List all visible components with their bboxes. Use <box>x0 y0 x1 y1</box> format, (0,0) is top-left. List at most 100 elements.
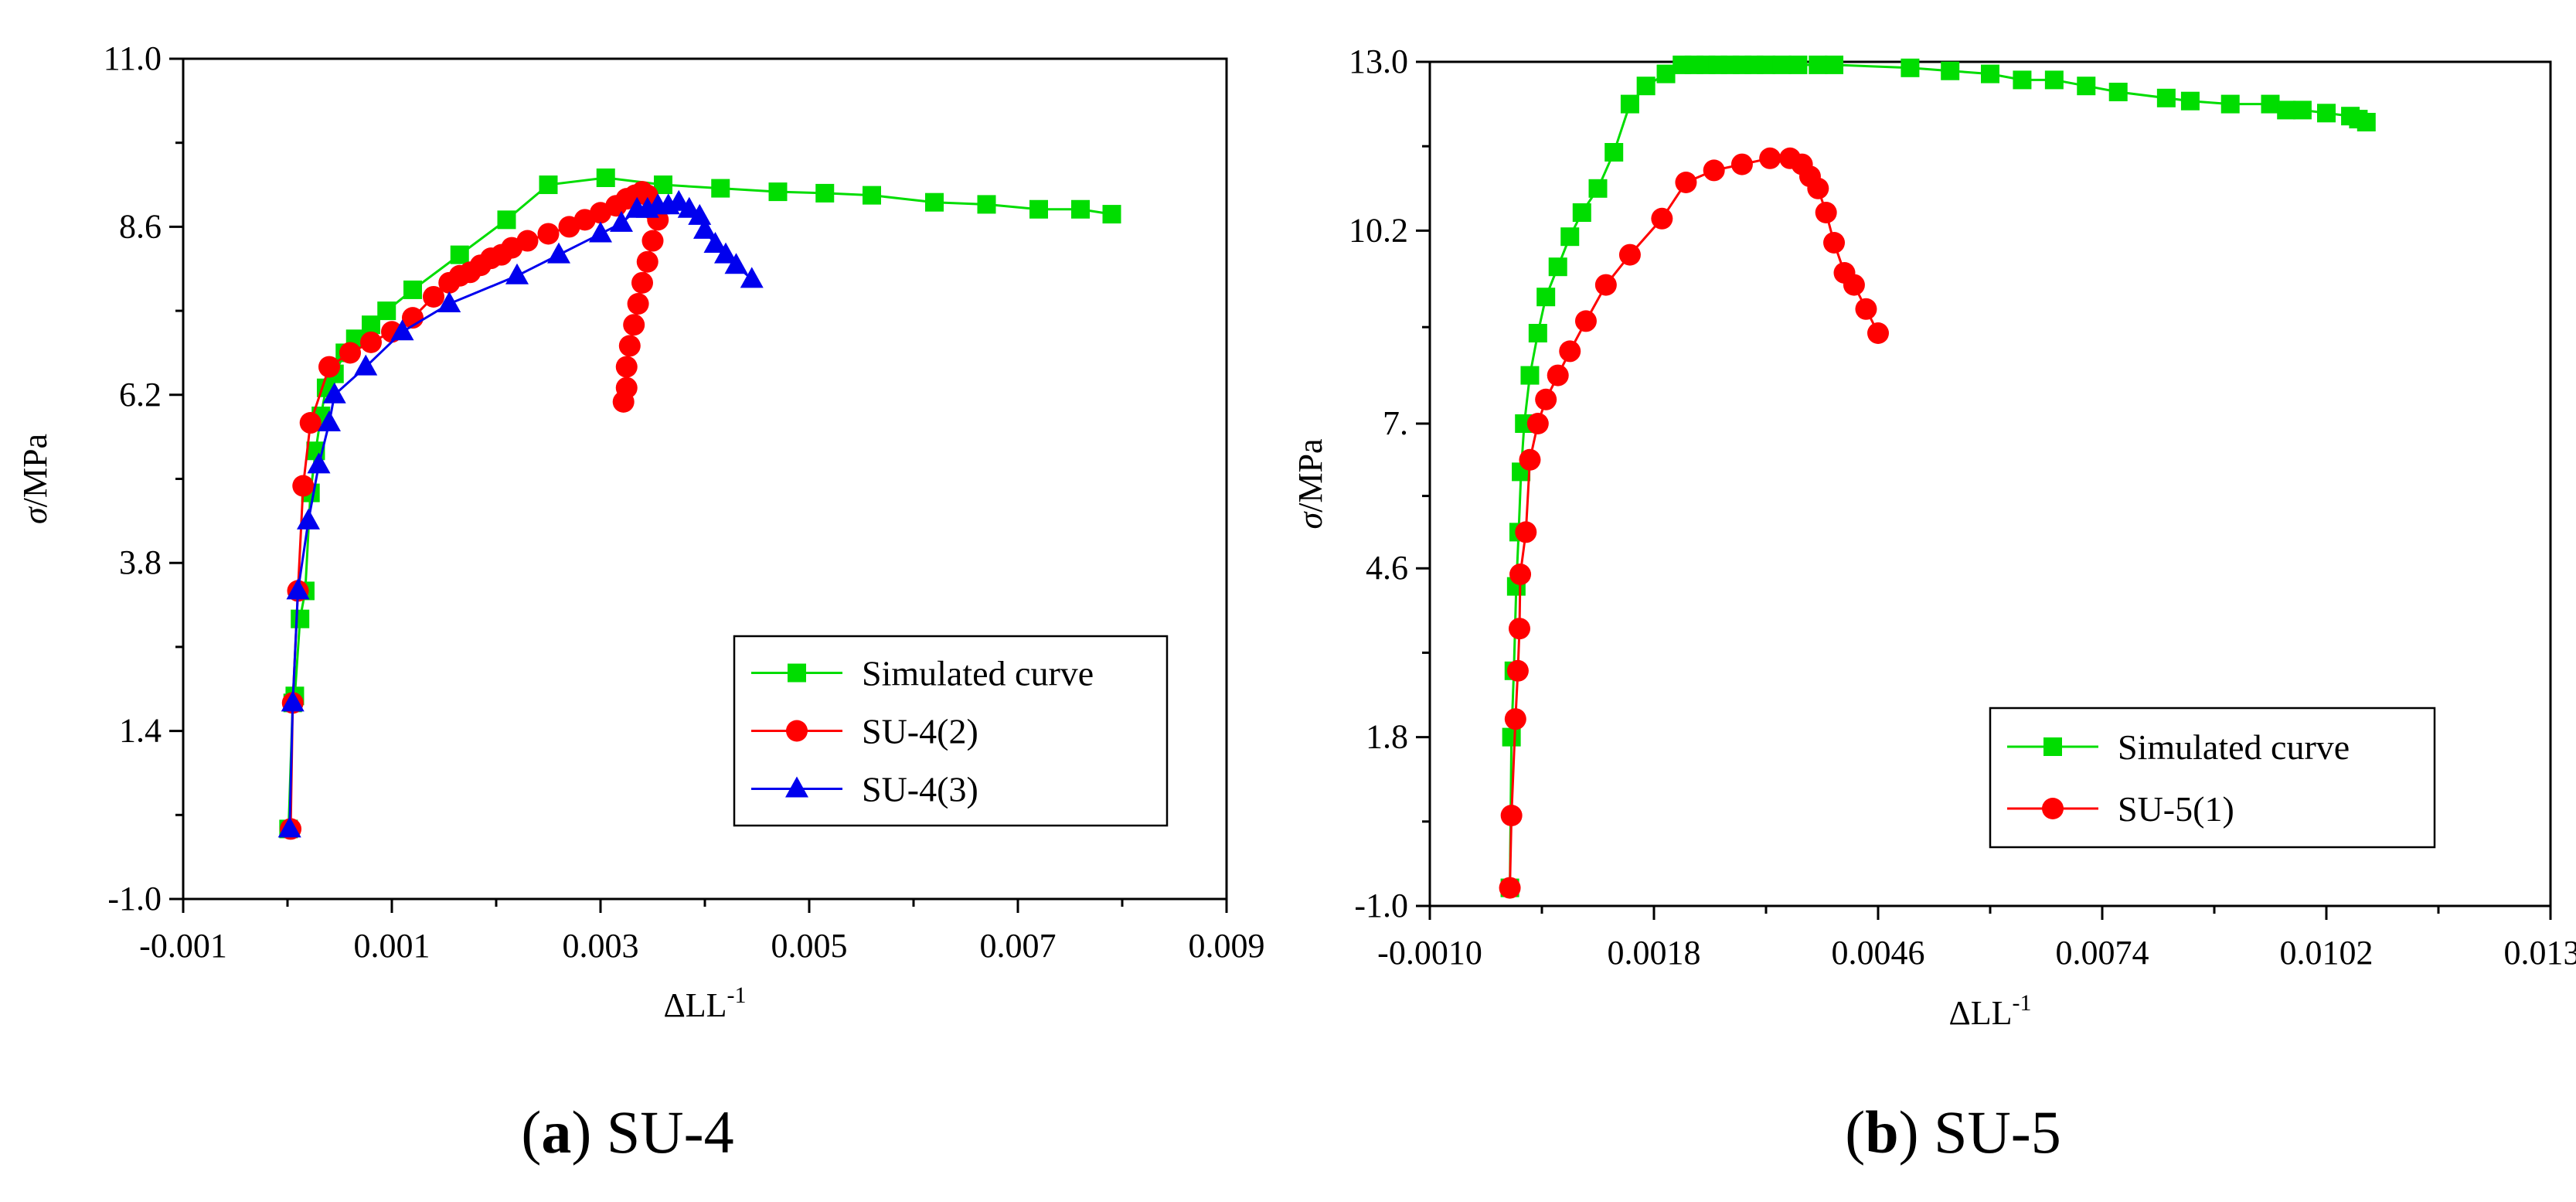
data-point <box>1621 95 1639 114</box>
data-point <box>538 223 560 244</box>
y-tick-label: 1.8 <box>1366 718 1408 756</box>
data-point <box>1843 274 1865 296</box>
x-tick-label: 0.0074 <box>2056 934 2149 972</box>
data-point <box>1619 244 1641 266</box>
data-point <box>1788 56 1807 74</box>
y-tick-label: -1.0 <box>107 880 162 918</box>
data-point <box>1589 179 1608 198</box>
data-point <box>2045 70 2064 89</box>
data-point <box>1823 232 1845 254</box>
data-point <box>300 412 322 434</box>
data-point <box>2317 104 2336 122</box>
series-su-4-3- <box>278 190 764 838</box>
data-point <box>1560 227 1579 246</box>
data-point <box>360 332 382 353</box>
x-axis-label-main: ΔLL <box>1948 994 2012 1032</box>
x-tick-label: 0.005 <box>771 927 848 965</box>
data-point <box>1502 728 1521 747</box>
data-point <box>1527 413 1549 434</box>
data-point <box>1604 143 1623 162</box>
data-point <box>1757 56 1775 74</box>
caption-letter: a <box>541 1098 571 1166</box>
data-point <box>2261 95 2280 114</box>
data-point <box>547 243 570 264</box>
data-point <box>1807 178 1829 199</box>
series-line <box>291 192 658 829</box>
legend-label: Simulated curve <box>862 654 1094 693</box>
data-point <box>2013 70 2031 89</box>
data-point <box>1657 65 1676 83</box>
data-point <box>1773 56 1792 74</box>
data-point <box>297 509 320 529</box>
data-point <box>628 293 649 315</box>
data-point <box>292 475 314 497</box>
caption-letter: b <box>1865 1098 1898 1166</box>
x-tick-label: 0.001 <box>354 927 430 965</box>
caption-paren-open: ( <box>1845 1098 1865 1166</box>
data-point <box>291 610 309 628</box>
data-point <box>2221 95 2240 114</box>
data-point <box>1505 708 1526 730</box>
data-point <box>1501 805 1523 826</box>
legend-label: SU-5(1) <box>2118 789 2234 829</box>
panel-caption: (b) SU-5 <box>1845 1098 2061 1166</box>
data-point <box>1675 172 1696 193</box>
y-tick-label: 13.0 <box>1349 43 1408 80</box>
x-tick-label: 0.0018 <box>1608 934 1701 972</box>
data-point <box>925 193 944 212</box>
data-point <box>1901 59 1919 77</box>
x-tick-label: 0.003 <box>563 927 639 965</box>
data-point <box>619 335 641 356</box>
y-axis-label-symbol: σ <box>1291 511 1329 529</box>
caption-paren-close: ) <box>571 1098 606 1166</box>
caption-name: SU-5 <box>1934 1098 2061 1166</box>
legend-marker <box>2043 737 2062 756</box>
data-point <box>2357 113 2376 131</box>
data-point <box>1809 56 1827 74</box>
data-point <box>815 184 834 203</box>
data-point <box>1595 274 1617 296</box>
data-point <box>403 281 422 299</box>
legend-label: SU-4(2) <box>862 712 978 751</box>
data-point <box>597 169 615 187</box>
legend-marker <box>2042 798 2064 819</box>
data-point <box>1071 200 1090 219</box>
data-point <box>623 314 645 335</box>
data-point <box>1509 564 1531 585</box>
data-point <box>377 301 396 320</box>
data-point <box>1515 521 1536 543</box>
series-su-4-2- <box>280 181 669 839</box>
y-tick-label: 6.2 <box>119 376 162 414</box>
caption-paren-close: ) <box>1899 1098 1934 1166</box>
y-axis-label-symbol: σ <box>16 506 54 524</box>
y-tick-label: 3.8 <box>119 543 162 581</box>
data-point <box>637 251 658 273</box>
x-tick-label: 0.007 <box>980 927 1057 965</box>
data-point <box>1941 62 1959 80</box>
data-point <box>1529 324 1547 342</box>
data-point <box>498 210 516 229</box>
y-tick-label: 1.4 <box>119 712 162 750</box>
y-tick-label: -1.0 <box>1354 887 1408 924</box>
data-point <box>517 230 539 252</box>
data-point <box>1703 159 1725 181</box>
x-tick-label: 0.0102 <box>2280 934 2374 972</box>
data-point <box>1815 202 1837 223</box>
x-tick-label: 0.0130 <box>2504 934 2576 972</box>
data-point <box>863 186 881 205</box>
data-point <box>1981 65 1999 83</box>
y-tick-label: 4.6 <box>1366 549 1408 587</box>
y-axis-label: σ/MPa <box>1291 438 1329 529</box>
data-point <box>1637 77 1656 95</box>
data-point <box>711 179 730 198</box>
data-point <box>978 195 996 213</box>
data-point <box>1029 200 1048 219</box>
caption-paren-open: ( <box>521 1098 541 1166</box>
data-point <box>1103 205 1121 223</box>
data-point <box>631 272 653 294</box>
x-axis-label: ΔLL-1 <box>1948 990 2031 1032</box>
data-point <box>1519 449 1540 471</box>
panel-b: -0.00100.00180.00460.00740.01020.0130-1.… <box>1291 43 2576 1166</box>
data-point <box>613 391 635 413</box>
